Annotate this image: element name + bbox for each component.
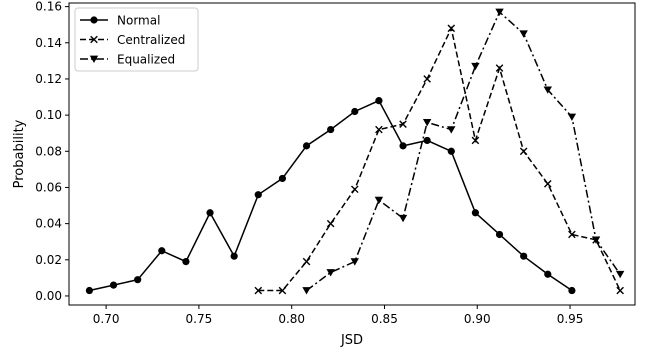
legend-marker-normal	[90, 16, 98, 24]
data-point-equalized-7	[471, 62, 480, 71]
data-point-centralized-10	[495, 64, 504, 72]
legend-marker-equalized	[89, 55, 99, 63]
y-tick-label: 0.16	[35, 0, 62, 14]
data-point-equalized-12	[591, 236, 601, 244]
data-point-equalized-13	[615, 270, 625, 279]
data-point-centralized-4	[350, 185, 359, 194]
data-point-equalized-9	[519, 30, 528, 38]
data-point-normal-5	[206, 209, 214, 217]
data-point-normal-1	[109, 281, 118, 289]
data-point-equalized-10	[543, 86, 552, 94]
y-tick-label: 0.10	[35, 108, 62, 122]
data-point-normal-10	[327, 125, 335, 134]
data-point-normal-14	[423, 136, 431, 145]
data-point-normal-13	[399, 142, 407, 150]
legend-marker-centralized	[90, 35, 98, 44]
legend-item-equalized: Equalized	[80, 53, 175, 67]
y-tick-label: 0.02	[35, 253, 62, 267]
data-point-equalized-1	[326, 269, 335, 277]
data-point-centralized-2	[302, 257, 311, 266]
series-line-centralized	[258, 26, 621, 292]
legend-label-centralized: Centralized	[117, 33, 185, 47]
data-point-normal-17	[495, 230, 504, 239]
data-point-centralized-9	[471, 136, 480, 145]
data-point-centralized-8	[447, 24, 456, 33]
data-point-normal-8	[278, 174, 287, 183]
y-axis-title: Probability	[12, 119, 27, 188]
x-tick-label: 0.70	[93, 312, 120, 326]
x-tick-label: 0.85	[371, 312, 398, 326]
legend: Normal Centralized Equalized	[74, 7, 199, 72]
data-point-normal-18	[520, 252, 528, 260]
plot-frame	[68, 2, 636, 306]
legend-box	[74, 7, 199, 72]
data-point-normal-16	[471, 209, 480, 217]
y-axis: 0.00 0.02 0.04 0.06 0.08 0.10 0.12 0.14 0.16	[35, 0, 69, 303]
series-normal	[85, 97, 576, 295]
data-point-normal-19	[544, 270, 552, 278]
data-point-equalized-2	[350, 258, 359, 266]
data-point-normal-20	[568, 286, 576, 295]
x-tick-label: 0.90	[464, 312, 491, 326]
x-tick-label: 0.75	[186, 312, 213, 326]
data-point-normal-7	[254, 191, 262, 199]
data-point-normal-0	[85, 286, 94, 295]
data-point-centralized-6	[399, 120, 407, 128]
y-tick-label: 0.06	[35, 180, 62, 194]
data-point-centralized-11	[519, 147, 528, 156]
y-tick-label: 0.04	[35, 217, 62, 231]
data-point-normal-12	[375, 97, 383, 105]
data-point-equalized-5	[422, 118, 432, 127]
y-tick-label: 0.00	[35, 289, 62, 303]
data-point-equalized-11	[567, 113, 577, 121]
x-axis-title: JSD	[340, 333, 363, 348]
data-point-centralized-3	[326, 219, 335, 228]
x-axis: 0.70 0.75 0.80 0.85 0.90 0.95	[93, 305, 584, 326]
series-line-equalized	[306, 10, 621, 292]
data-point-normal-11	[351, 107, 359, 116]
legend-label-equalized: Equalized	[117, 53, 175, 67]
data-point-normal-3	[158, 247, 166, 255]
x-tick-label: 0.95	[557, 312, 584, 326]
data-point-normal-9	[302, 142, 311, 150]
y-tick-label: 0.14	[35, 36, 62, 50]
series-layer	[85, 8, 625, 295]
data-point-centralized-0	[254, 286, 263, 295]
data-point-centralized-7	[423, 75, 431, 83]
data-point-equalized-6	[447, 126, 456, 134]
data-point-centralized-1	[278, 286, 287, 295]
data-point-equalized-3	[374, 196, 384, 205]
series-equalized	[302, 8, 625, 295]
y-tick-label: 0.12	[35, 72, 62, 86]
x-tick-label: 0.80	[278, 312, 305, 326]
data-point-equalized-4	[398, 214, 408, 223]
legend-label-normal: Normal	[117, 14, 160, 28]
data-point-normal-2	[134, 276, 142, 284]
data-point-normal-15	[447, 147, 455, 155]
data-point-equalized-0	[302, 287, 311, 295]
data-point-centralized-5	[375, 125, 383, 134]
data-point-centralized-13	[568, 230, 576, 239]
y-tick-label: 0.08	[35, 144, 62, 158]
data-point-centralized-15	[616, 286, 624, 295]
legend-item-centralized: Centralized	[80, 33, 185, 47]
data-point-centralized-12	[543, 180, 552, 188]
data-point-normal-6	[230, 252, 238, 260]
data-point-normal-4	[182, 257, 190, 266]
legend-item-normal: Normal	[80, 14, 160, 28]
data-point-equalized-8	[495, 8, 504, 17]
